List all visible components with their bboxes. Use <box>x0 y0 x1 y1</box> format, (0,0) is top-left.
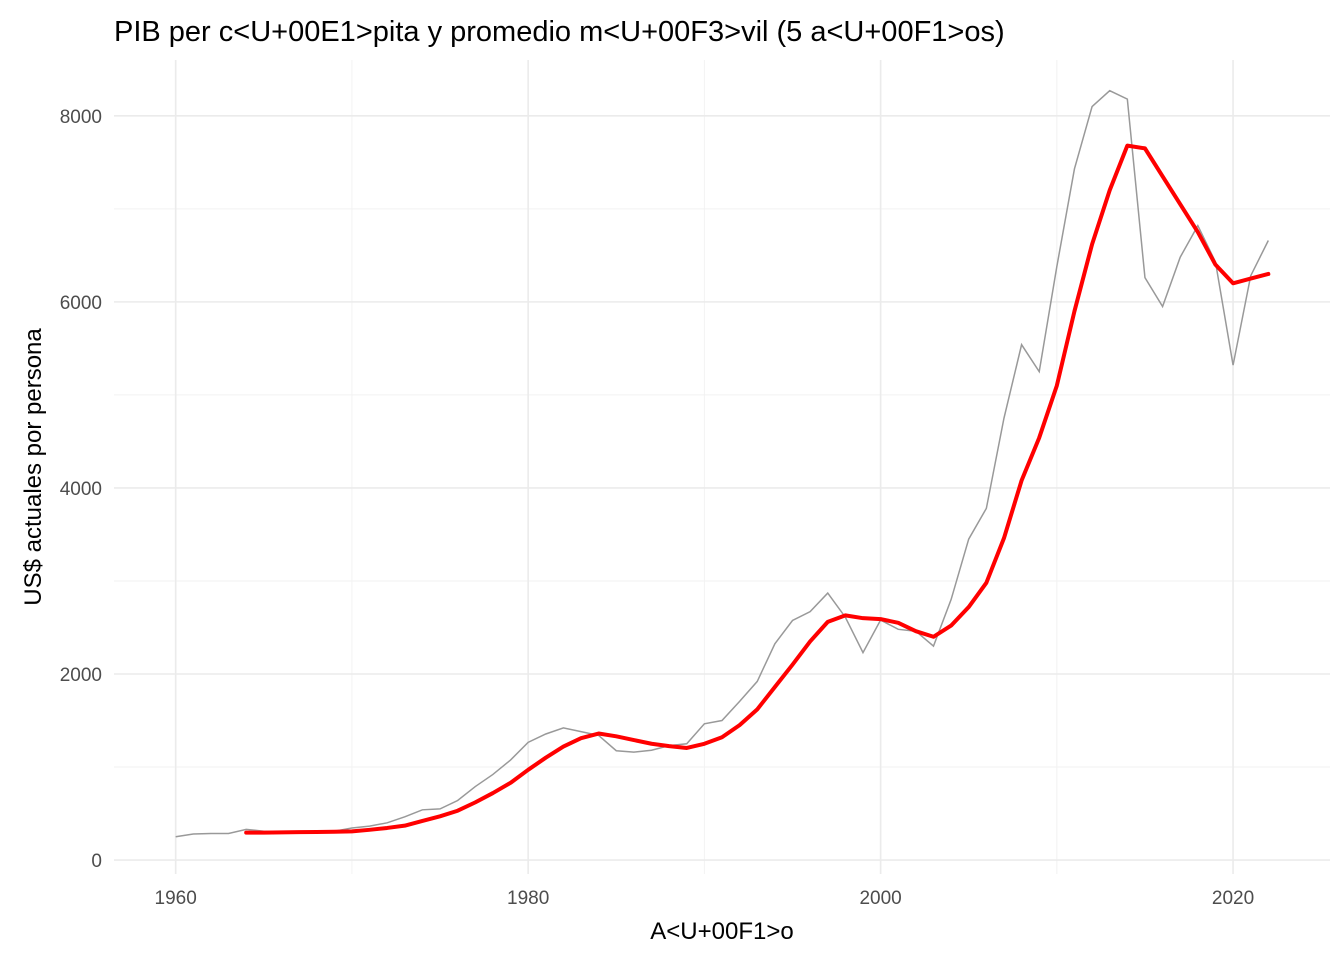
x-tick-label: 1960 <box>155 888 197 909</box>
y-tick-label: 4000 <box>60 479 102 500</box>
y-axis-tick-labels: 0 2000 4000 6000 8000 <box>60 107 102 872</box>
moving-average-line <box>244 143 1271 835</box>
x-tick-label: 1980 <box>507 888 549 909</box>
x-axis-title: A<U+00F1>o <box>650 918 793 945</box>
series-lines <box>175 89 1271 838</box>
y-tick-label: 0 <box>91 851 102 872</box>
x-tick-label: 2000 <box>859 888 901 909</box>
y-axis-title: US$ actuales por persona <box>20 328 47 606</box>
y-tick-label: 6000 <box>60 293 102 314</box>
x-tick-label: 2020 <box>1212 888 1254 909</box>
chart-title: PIB per c<U+00E1>pita y promedio m<U+00F… <box>114 16 1005 48</box>
y-tick-label: 2000 <box>60 665 102 686</box>
y-tick-label: 8000 <box>60 107 102 128</box>
x-axis-tick-labels: 1960 1980 2000 2020 <box>155 888 1255 909</box>
gdp-per-capita-line <box>175 89 1269 838</box>
gridlines <box>114 60 1330 874</box>
